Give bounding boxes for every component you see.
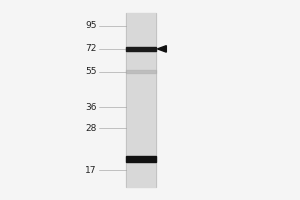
Bar <box>126 47 156 51</box>
Text: 36: 36 <box>85 103 97 112</box>
Bar <box>126 156 156 162</box>
Bar <box>126 13 156 187</box>
Text: 55: 55 <box>85 67 97 76</box>
Text: 28: 28 <box>85 124 97 133</box>
Bar <box>126 70 156 73</box>
Polygon shape <box>158 46 166 52</box>
Text: 17: 17 <box>85 166 97 175</box>
Text: 72: 72 <box>85 44 97 53</box>
Text: 95: 95 <box>85 21 97 30</box>
